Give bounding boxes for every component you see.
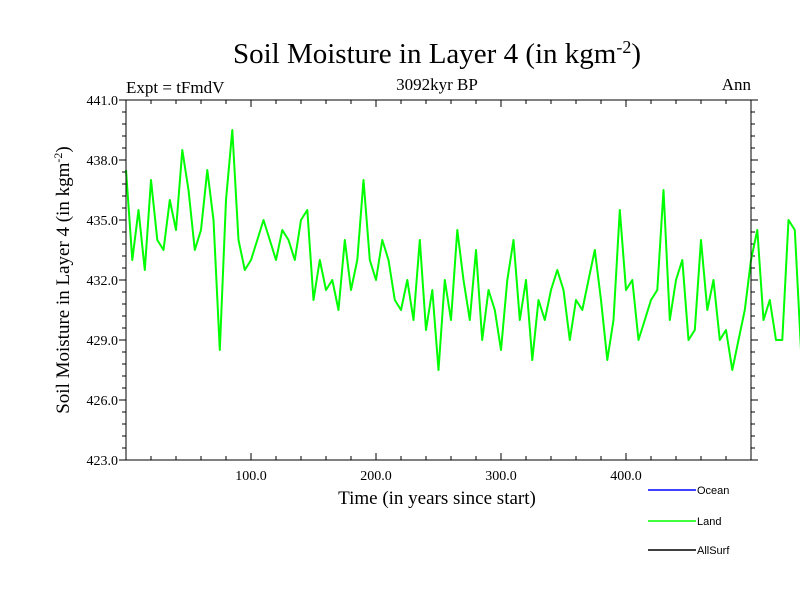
legend-label-allsurf: AllSurf <box>697 545 730 557</box>
x-tick-label: 100.0 <box>235 469 267 484</box>
legend-label-ocean: Ocean <box>697 485 729 497</box>
plot-lines <box>125 129 800 371</box>
x-tick-label: 400.0 <box>610 469 642 484</box>
chart-title: Soil Moisture in Layer 4 (in kgm-2) <box>233 37 641 70</box>
y-tick-label: 426.0 <box>87 394 119 409</box>
legend: Ocean Land AllSurf <box>648 485 730 557</box>
y-tick-label: 423.0 <box>87 454 119 469</box>
plot-frame <box>125 99 752 461</box>
x-axis-label: Time (in years since start) <box>338 488 536 509</box>
season-label: Ann <box>722 75 752 94</box>
series-line-land <box>125 129 800 371</box>
y-axis-label: Soil Moisture in Layer 4 (in kgm-2) <box>51 146 74 414</box>
legend-label-land: Land <box>697 516 721 528</box>
x-tick-label: 300.0 <box>485 469 517 484</box>
axis-ticks: 423.0 426.0 429.0 432.0 435.0 438.0 441.0 100.0… <box>87 94 758 484</box>
y-tick-label: 432.0 <box>87 274 119 289</box>
experiment-label: Expt = tFmdV <box>126 78 225 97</box>
y-tick-label: 429.0 <box>87 334 119 349</box>
period-label: 3092kyr BP <box>396 75 478 94</box>
x-tick-label: 200.0 <box>360 469 392 484</box>
y-tick-label: 438.0 <box>87 154 119 169</box>
y-tick-label: 441.0 <box>87 94 119 109</box>
y-tick-label: 435.0 <box>87 214 119 229</box>
